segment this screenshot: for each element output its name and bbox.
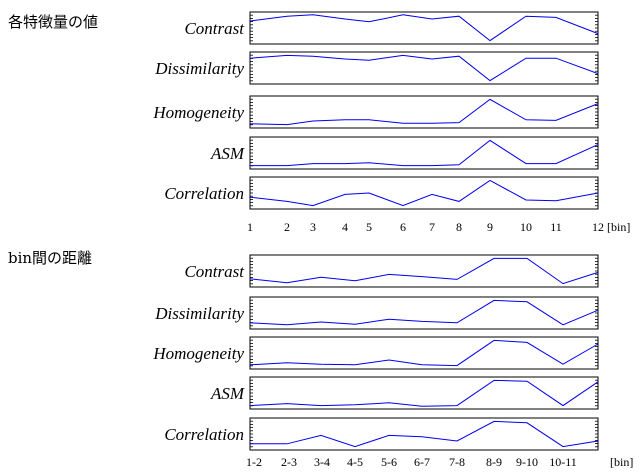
panel-2-asm: ASM (210, 376, 599, 410)
series-line (249, 299, 599, 326)
x-tick-label: 6-7 (414, 455, 430, 469)
panel-frame (249, 51, 599, 85)
x-tick-label: 7-8 (449, 455, 465, 469)
series-line (250, 139, 599, 167)
x-tick-label: 5 (366, 220, 372, 234)
x-tick-label: 9-10 (516, 455, 538, 469)
series-label: Dissimilarity (154, 304, 244, 323)
chart-2-x-unit: [bin] (610, 455, 633, 469)
plot-area: Contrast Dissimilarity Homogeneity ASM Corre… (152, 11, 604, 469)
x-tick-label: 3 (310, 220, 316, 234)
x-tick-label: 10 (520, 220, 532, 234)
panel-2-dissimilarity: Dissimilarity (154, 296, 599, 330)
chart-1-title: 各特徴量の値 (8, 13, 98, 31)
x-tick-label: 9 (487, 220, 493, 234)
x-tick-label: 8-9 (486, 455, 502, 469)
series-line (249, 339, 599, 367)
panel-2-homogeneity: Homogeneity (152, 336, 599, 370)
series-label: Dissimilarity (154, 59, 244, 78)
panel-1-correlation: Correlation (164, 176, 599, 210)
series-label: Homogeneity (152, 103, 244, 122)
chart-1-x-unit: [bin] (607, 220, 630, 234)
x-tick-label: 4-5 (347, 455, 363, 469)
panel-1-asm: ASM (210, 136, 599, 170)
series-label: ASM (210, 144, 245, 163)
x-tick-label: 2-3 (281, 455, 297, 469)
series-label: Correlation (164, 184, 244, 203)
x-tick-label: 1-2 (246, 455, 262, 469)
series-line (249, 54, 599, 82)
x-tick-label: 3-4 (314, 455, 330, 469)
x-tick-label: 2 (284, 220, 290, 234)
series-label: Correlation (164, 425, 244, 444)
panel-frame (249, 336, 599, 370)
series-line (249, 179, 599, 207)
series-line (249, 379, 599, 407)
series-line (249, 98, 599, 126)
series-line (249, 14, 599, 42)
x-tick-label: 8 (456, 220, 462, 234)
series-label: Homogeneity (152, 344, 244, 363)
x-tick-label: 4 (342, 220, 348, 234)
panel-1-dissimilarity: Dissimilarity (154, 51, 599, 85)
series-line (249, 257, 599, 285)
series-label: Contrast (184, 262, 245, 281)
x-tick-label: 6 (400, 220, 406, 234)
x-tick-label: 10-11 (549, 455, 577, 469)
x-tick-label: 7 (429, 220, 435, 234)
panel-frame (249, 417, 599, 451)
series-line (250, 420, 599, 448)
x-tick-label: 12 (592, 220, 604, 234)
panel-2-correlation: Correlation (164, 417, 599, 451)
panel-2-contrast: Contrast (184, 254, 599, 288)
series-label: ASM (210, 384, 245, 403)
x-tick-label: 11 (550, 220, 562, 234)
x-tick-label: 1 (247, 220, 253, 234)
panel-1-homogeneity: Homogeneity (152, 95, 599, 129)
series-label: Contrast (184, 19, 245, 38)
chart-2-title: bin間の距離 (8, 249, 92, 267)
panel-frame (249, 296, 599, 330)
panel-1-contrast: Contrast (184, 11, 599, 45)
x-tick-label: 5-6 (381, 455, 397, 469)
